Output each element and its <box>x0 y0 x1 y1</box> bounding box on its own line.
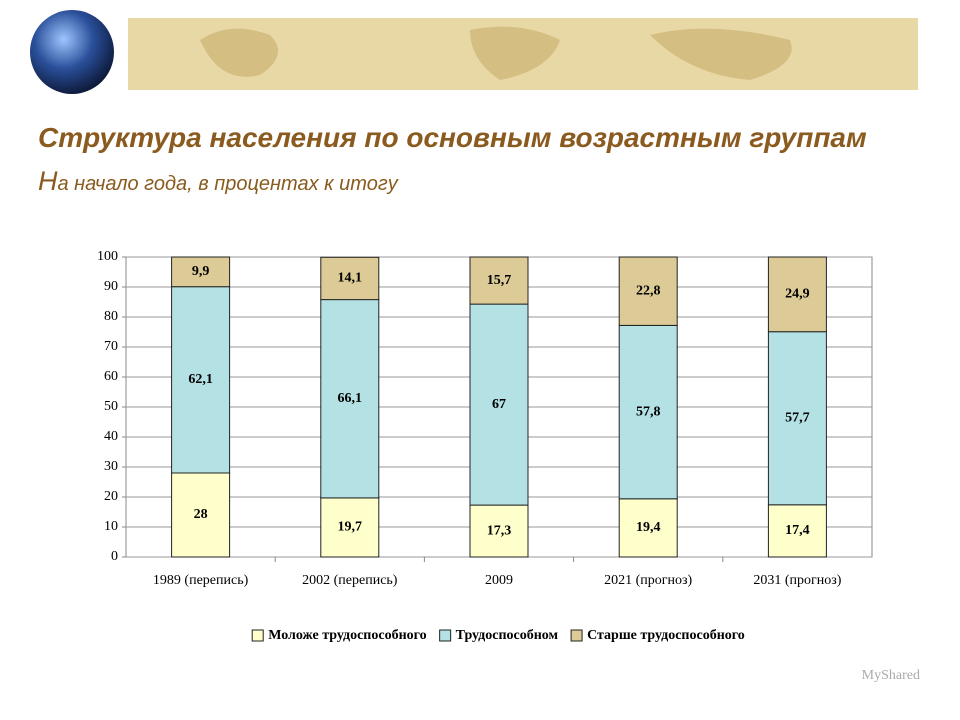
x-tick-label: 2009 <box>485 573 513 588</box>
y-tick-label: 50 <box>104 399 118 414</box>
map-shapes <box>200 26 792 81</box>
bar-segment <box>767 504 827 558</box>
bar-segment <box>767 331 827 506</box>
data-label: 19,7 <box>338 520 363 535</box>
y-tick-label: 70 <box>104 339 118 354</box>
bar-segment <box>767 256 827 333</box>
bar-segment <box>320 299 380 499</box>
data-label: 57,8 <box>636 404 661 419</box>
data-label: 62,1 <box>188 372 213 387</box>
bar-segment <box>171 286 231 474</box>
y-tick-label: 30 <box>104 459 118 474</box>
legend-label: Старше трудоспособного <box>587 628 745 643</box>
data-label: 14,1 <box>338 271 363 286</box>
x-tick-label: 2031 (прогноз) <box>753 573 841 588</box>
data-label: 57,7 <box>785 410 810 425</box>
legend-swatch <box>570 629 583 642</box>
watermark: MyShared <box>862 668 920 683</box>
chart-subtitle: На начало года, в процентах к итогу <box>38 166 398 196</box>
chart-title: Структура населения по основным возрастн… <box>38 122 867 153</box>
data-label: 15,7 <box>487 273 512 288</box>
y-tick-label: 10 <box>104 519 118 534</box>
bar-segment <box>618 498 678 558</box>
y-tick-label: 0 <box>111 549 118 564</box>
x-tick-label: 1989 (перепись) <box>153 573 249 588</box>
legend-swatch <box>439 629 452 642</box>
y-tick-label: 20 <box>104 489 118 504</box>
bar-segment <box>320 256 380 301</box>
legend-swatch <box>251 629 264 642</box>
data-label: 67 <box>492 397 506 412</box>
data-label: 66,1 <box>338 391 363 406</box>
legend-label: Моложе трудоспособного <box>268 628 426 643</box>
y-tick-label: 90 <box>104 279 118 294</box>
data-label: 19,4 <box>636 520 661 535</box>
y-tick-label: 100 <box>97 249 118 264</box>
bar-segment <box>469 303 529 506</box>
bar-segment <box>618 324 678 500</box>
data-label: 9,9 <box>192 264 210 279</box>
y-tick-label: 40 <box>104 429 118 444</box>
globe <box>30 10 114 94</box>
x-tick-label: 2002 (перепись) <box>302 573 398 588</box>
legend-label: Трудоспособном <box>456 628 559 643</box>
data-label: 17,4 <box>785 523 810 538</box>
data-label: 28 <box>194 507 208 522</box>
bar-segment <box>469 504 529 558</box>
y-tick-label: 80 <box>104 309 118 324</box>
data-label: 24,9 <box>785 287 810 302</box>
data-label: 22,8 <box>636 283 661 298</box>
y-tick-label: 60 <box>104 369 118 384</box>
bar-segment <box>171 256 231 288</box>
bar-segment <box>171 472 231 558</box>
x-tick-label: 2021 (прогноз) <box>604 573 692 588</box>
bar-segment <box>469 256 529 305</box>
bar-segment <box>618 256 678 326</box>
data-label: 17,3 <box>487 523 512 538</box>
